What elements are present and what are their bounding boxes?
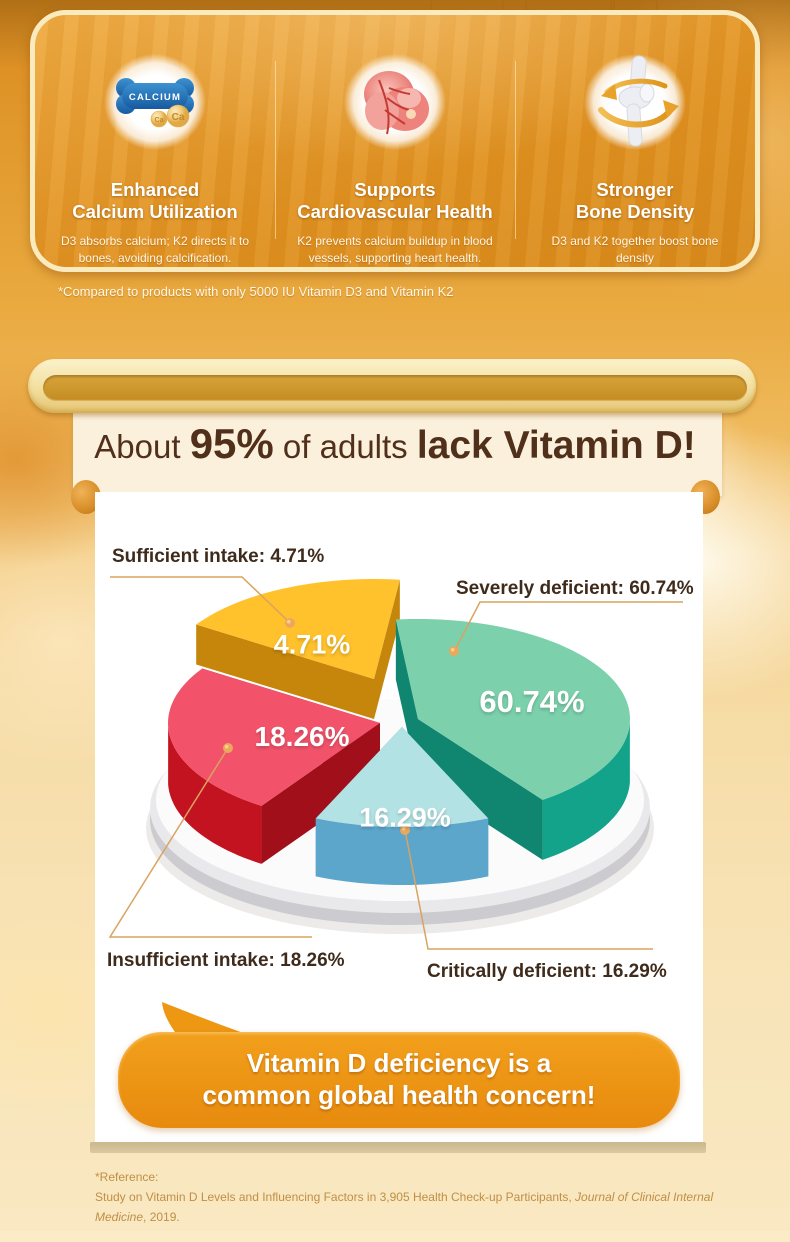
- journal-name: Journal of Clinical Internal Medicine: [95, 1189, 714, 1224]
- callout-line1: Vitamin D deficiency is a: [246, 1048, 552, 1079]
- ca-large-label: Ca: [172, 112, 185, 123]
- reference-note: *Reference: Study on Vitamin D Levels an…: [95, 1168, 755, 1227]
- feature-description: K2 prevents calcium buildup in blood ves…: [297, 234, 493, 266]
- page-title: About 95% of adults lack Vitamin D!: [0, 420, 790, 468]
- vertical-divider: [275, 61, 276, 239]
- reference-label: *Reference:: [95, 1170, 159, 1184]
- feature-calcium-utilization: CALCIUM Ca Ca Enhanced Calcium Utilizati…: [35, 15, 275, 267]
- callout-line2: common global health concern!: [202, 1080, 596, 1110]
- pie-label-sufficient: Sufficient intake: 4.71%: [112, 546, 325, 567]
- benefits-card: CALCIUM Ca Ca Enhanced Calcium Utilizati…: [30, 10, 760, 272]
- comparison-footnote: *Compared to products with only 5000 IU …: [58, 284, 454, 299]
- scroll-rod: [43, 375, 747, 401]
- pie-label-critical: Critically deficient: 16.29%: [427, 961, 667, 982]
- feature-cardiovascular: Supports Cardiovascular Health K2 preven…: [275, 15, 515, 267]
- bottom-strip: [0, 1231, 790, 1242]
- heart-icon: [363, 71, 429, 135]
- knee-joint-icon: [597, 55, 679, 147]
- callout-bubble: Vitamin D deficiency is a common global …: [118, 1032, 680, 1128]
- icon-glow: [325, 37, 464, 168]
- title-emphasis: lack Vitamin D!: [416, 424, 696, 467]
- pie-label-severe: Severely deficient: 60.74%: [456, 578, 694, 599]
- pie-value-insufficient: 18.26%: [254, 721, 350, 752]
- reference-text: Study on Vitamin D Levels and Influencin…: [95, 1189, 714, 1224]
- feature-title: Supports Cardiovascular Health: [297, 179, 493, 223]
- title-statistic: 95%: [189, 420, 274, 467]
- title-middle: of adults: [273, 428, 417, 465]
- feature-description: D3 absorbs calcium; K2 directs it to bon…: [60, 234, 250, 266]
- pie-label-insufficient: Insufficient intake: 18.26%: [107, 950, 345, 971]
- vertical-divider: [515, 61, 516, 239]
- paper-bottom-shadow: [90, 1142, 706, 1153]
- title-prefix: About: [94, 428, 190, 465]
- feature-title: Enhanced Calcium Utilization: [72, 179, 238, 223]
- icon-glow: [565, 37, 704, 168]
- pie-value-sufficient: 4.71%: [273, 629, 351, 660]
- pie-value-critical: 16.29%: [359, 802, 451, 833]
- pie-value-severe: 60.74%: [479, 684, 585, 719]
- feature-bone-density: Stronger Bone Density D3 and K2 together…: [515, 15, 755, 267]
- feature-description: D3 and K2 together boost bone density: [551, 234, 719, 266]
- calcium-bone-icon: CALCIUM Ca Ca: [115, 78, 194, 128]
- calcium-label: CALCIUM: [129, 92, 181, 103]
- ca-small-label: Ca: [155, 117, 164, 124]
- icon-glow: CALCIUM Ca Ca: [85, 37, 224, 168]
- feature-title: Stronger Bone Density: [575, 179, 695, 223]
